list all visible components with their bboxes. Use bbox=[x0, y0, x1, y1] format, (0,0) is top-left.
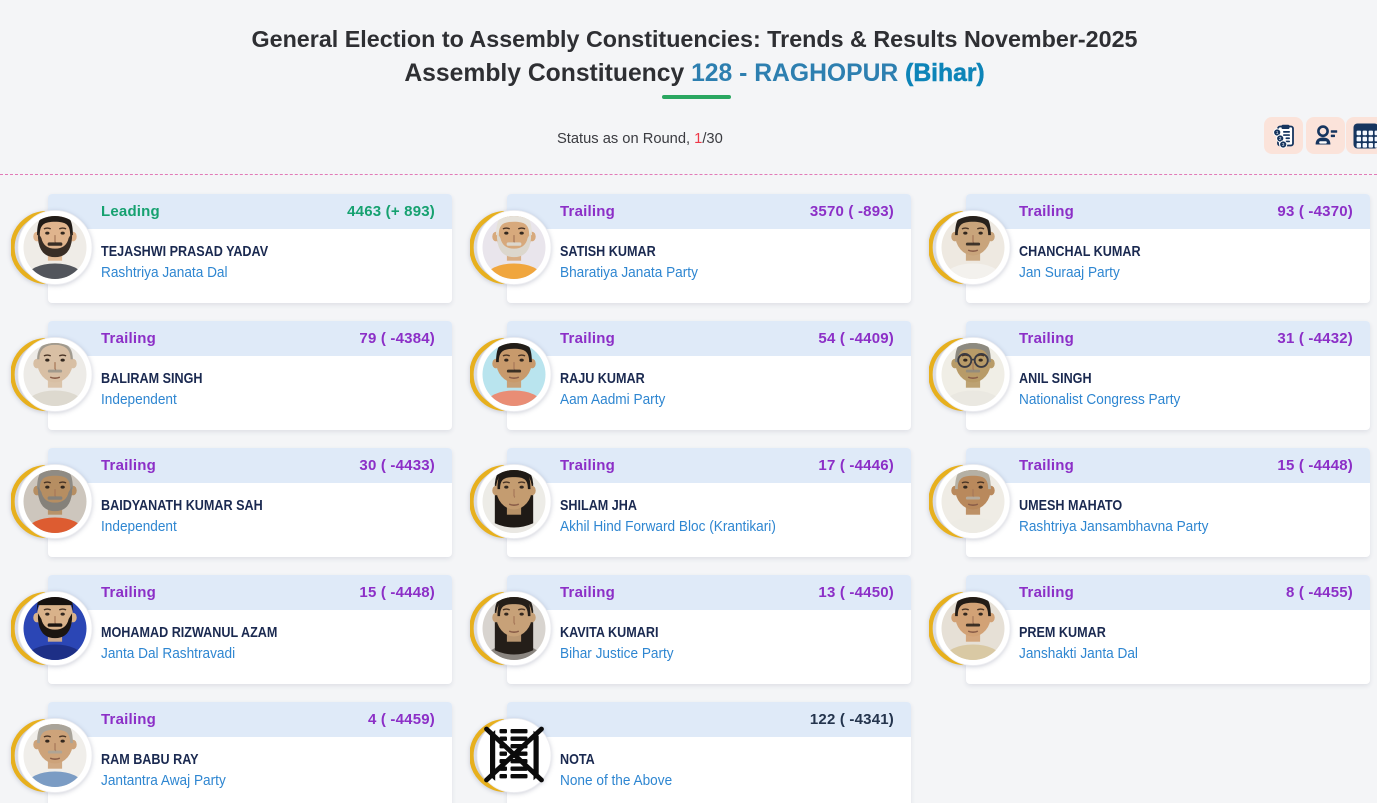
svg-text:3: 3 bbox=[1281, 142, 1284, 147]
svg-text:1: 1 bbox=[1275, 130, 1278, 135]
svg-text:2: 2 bbox=[1278, 136, 1281, 141]
